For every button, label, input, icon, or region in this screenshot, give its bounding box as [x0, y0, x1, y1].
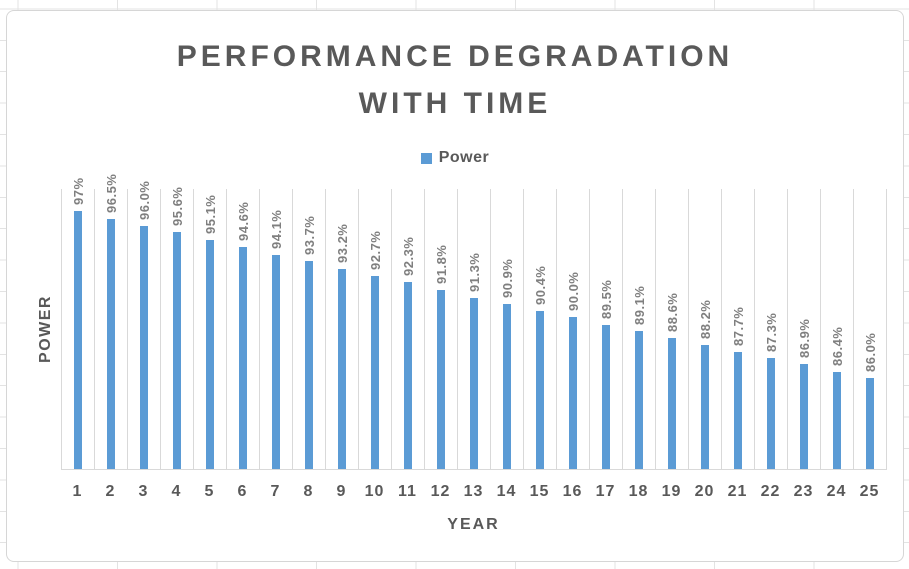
x-tick-label-1: 1	[72, 483, 83, 500]
x-tick-label-2: 2	[105, 483, 116, 500]
bar-value-label-year-22: 87.3%	[763, 312, 779, 352]
x-tick-label-11: 11	[398, 483, 417, 500]
legend: Power	[7, 149, 903, 167]
chart-area[interactable]: PERFORMANCE DEGRADATION WITH TIME Power …	[6, 10, 904, 562]
x-tick-label-25: 25	[859, 483, 880, 500]
chart-title-line-1: PERFORMANCE DEGRADATION	[176, 40, 734, 73]
x-tick-label-8: 8	[303, 483, 314, 500]
x-tick-label-3: 3	[138, 483, 149, 500]
x-tick-label-13: 13	[463, 483, 484, 500]
bar-year-11	[403, 282, 412, 469]
x-axis-title: YEAR	[447, 516, 500, 533]
y-axis-title: POWER	[37, 295, 54, 363]
x-tick-label-10: 10	[364, 483, 385, 500]
bar-year-15	[535, 311, 544, 469]
x-tick-label-15: 15	[529, 483, 550, 500]
bar-year-7	[271, 255, 280, 469]
bar-year-5	[205, 240, 214, 469]
x-tick-label-5: 5	[204, 483, 215, 500]
bar-year-22	[766, 358, 775, 469]
bar-year-19	[667, 338, 676, 469]
bar-year-25	[865, 378, 874, 469]
bar-year-23	[799, 364, 808, 469]
x-tick-label-9: 9	[336, 483, 347, 500]
bar-value-label-year-8: 93.7%	[301, 215, 317, 255]
bar-value-label-year-3: 96.0%	[136, 180, 152, 220]
bar-value-label-year-7: 94.1%	[268, 209, 284, 249]
x-tick-label-22: 22	[760, 483, 781, 500]
bar-year-24	[832, 372, 841, 469]
bar-year-2	[106, 219, 115, 469]
bar-value-label-year-11: 92.3%	[400, 236, 416, 276]
x-tick-label-12: 12	[430, 483, 451, 500]
bar-value-label-year-15: 90.4%	[532, 265, 548, 305]
bar-year-16	[568, 317, 577, 469]
bar-value-label-year-23: 86.9%	[796, 318, 812, 358]
x-tick-label-17: 17	[595, 483, 616, 500]
bar-value-label-year-1: 97%	[70, 177, 86, 205]
bar-value-label-year-16: 90.0%	[565, 271, 581, 311]
bar-year-1	[73, 211, 82, 469]
bar-year-17	[601, 325, 610, 469]
x-tick-label-20: 20	[694, 483, 715, 500]
x-tick-label-23: 23	[793, 483, 814, 500]
bar-year-6	[238, 247, 247, 469]
bar-value-label-year-6: 94.6%	[235, 201, 251, 241]
bar-year-20	[700, 345, 709, 469]
bar-year-8	[304, 261, 313, 469]
legend-swatch-power	[420, 152, 432, 164]
bar-value-label-year-4: 95.6%	[169, 186, 185, 226]
x-tick-label-18: 18	[628, 483, 649, 500]
bar-year-3	[139, 226, 148, 469]
legend-label-power: Power	[438, 149, 490, 166]
x-tick-label-7: 7	[270, 483, 281, 500]
bar-year-14	[502, 304, 511, 469]
x-tick-label-24: 24	[826, 483, 847, 500]
bar-year-10	[370, 276, 379, 469]
bar-year-4	[172, 232, 181, 469]
x-tick-label-14: 14	[496, 483, 517, 500]
bar-value-label-year-5: 95.1%	[202, 194, 218, 234]
bar-value-label-year-2: 96.5%	[103, 173, 119, 213]
bar-value-label-year-17: 89.5%	[598, 279, 614, 319]
x-tick-label-16: 16	[562, 483, 583, 500]
x-axis-ticks: 1 2 3 4 5 6 7 8 9 10 11 12 13 14 15 16 17 18 19 20 21 22 23 24 2…	[61, 483, 886, 503]
bar-value-label-year-12: 91.8%	[433, 244, 449, 284]
bar-value-label-year-9: 93.2%	[334, 223, 350, 263]
plot-area: 97% 96.5% 96.0% 95.6% 95.1% 94.6% 94.1% 93.7% 93…	[61, 174, 887, 470]
bar-year-13	[469, 298, 478, 469]
bar-value-label-year-10: 92.7%	[367, 230, 383, 270]
bar-value-label-year-21: 87.7%	[730, 306, 746, 346]
x-tick-label-6: 6	[237, 483, 248, 500]
x-tick-label-4: 4	[171, 483, 182, 500]
bar-value-label-year-13: 91.3%	[466, 252, 482, 292]
bar-year-12	[436, 290, 445, 469]
x-tick-label-19: 19	[661, 483, 682, 500]
chart-title: PERFORMANCE DEGRADATION WITH TIME	[7, 33, 903, 127]
bar-value-label-year-20: 88.2%	[697, 299, 713, 339]
bar-value-label-year-19: 88.6%	[664, 292, 680, 332]
x-tick-label-21: 21	[727, 483, 748, 500]
bar-value-label-year-14: 90.9%	[499, 258, 515, 298]
chart-title-line-2: WITH TIME	[358, 87, 552, 120]
bar-value-label-year-24: 86.4%	[829, 326, 845, 366]
bar-year-18	[634, 331, 643, 469]
bar-year-9	[337, 269, 346, 469]
bar-year-21	[733, 352, 742, 469]
bar-value-label-year-18: 89.1%	[631, 285, 647, 325]
bar-value-label-year-25: 86.0%	[862, 332, 878, 372]
